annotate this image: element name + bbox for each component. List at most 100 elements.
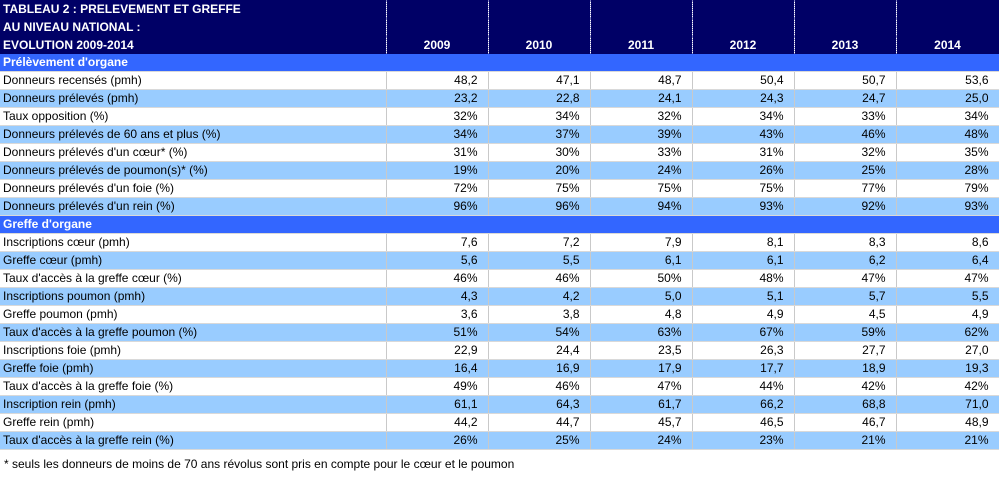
table-row: Donneurs prélevés d'un foie (%) 72% 75% 75%…	[0, 179, 999, 198]
table-cell: 35%	[896, 143, 999, 162]
row-label: Taux d'accès à la greffe foie (%)	[0, 377, 387, 396]
table-cell: 19,3	[896, 359, 999, 378]
row-label: Taux d'accès à la greffe cœur (%)	[0, 269, 387, 288]
table-row: Greffe rein (pmh) 44,2 44,7 45,7 46,5 46,7 48,…	[0, 413, 999, 432]
row-label: Donneurs prélevés d'un rein (%)	[0, 197, 387, 216]
table-cell: 34%	[386, 125, 489, 144]
table-cell: 96%	[386, 197, 489, 216]
table-cell: 33%	[794, 107, 897, 126]
table-cell: 18,9	[794, 359, 897, 378]
table-cell: 27,0	[896, 341, 999, 360]
table-cell: 39%	[590, 125, 693, 144]
row-label: Greffe cœur (pmh)	[0, 251, 387, 270]
table-cell: 33%	[590, 143, 693, 162]
table-title-line-1: TABLEAU 2 : PRELEVEMENT ET GREFFE	[0, 0, 387, 18]
table-cell: 5,5	[488, 251, 591, 270]
table-cell: 26,3	[692, 341, 795, 360]
table-row: Taux d'accès à la greffe rein (%) 26% 25% 2…	[0, 431, 999, 450]
table-cell: 61,7	[590, 395, 693, 414]
table-row: Greffe cœur (pmh) 5,6 5,5 6,1 6,1 6,2 6,4	[0, 251, 999, 270]
row-label: Taux opposition (%)	[0, 107, 387, 126]
table-cell: 46,7	[794, 413, 897, 432]
table-cell: 68,8	[794, 395, 897, 414]
table-cell: 5,5	[896, 287, 999, 306]
year-header: 2011	[590, 36, 693, 54]
table-cell: 7,9	[590, 233, 693, 252]
table-cell: 53,6	[896, 71, 999, 90]
table-cell: 61,1	[386, 395, 489, 414]
table-cell: 24,1	[590, 89, 693, 108]
table-cell: 66,2	[692, 395, 795, 414]
table-cell: 31%	[692, 143, 795, 162]
table-cell: 34%	[692, 107, 795, 126]
row-label: Inscriptions poumon (pmh)	[0, 287, 387, 306]
table-cell: 48,9	[896, 413, 999, 432]
table-cell: 42%	[794, 377, 897, 396]
table-cell: 96%	[488, 197, 591, 216]
table-cell: 47%	[590, 377, 693, 396]
table-cell: 25%	[488, 431, 591, 450]
table-row: Donneurs prélevés d'un rein (%) 96% 96% 94%…	[0, 197, 999, 216]
table-cell: 75%	[590, 179, 693, 198]
section-header-row: Prélèvement d'organe	[0, 54, 999, 72]
table-cell: 75%	[488, 179, 591, 198]
table-cell: 28%	[896, 161, 999, 180]
table-cell: 44,7	[488, 413, 591, 432]
table-cell: 64,3	[488, 395, 591, 414]
section-title: Prélèvement d'organe	[0, 54, 386, 72]
table-row: Donneurs prélevés d'un cœur* (%) 31% 30% 33…	[0, 143, 999, 162]
table-cell: 26%	[386, 431, 489, 450]
table-cell: 46%	[488, 269, 591, 288]
row-label: Inscription rein (pmh)	[0, 395, 387, 414]
table-cell: 25,0	[896, 89, 999, 108]
table-cell: 93%	[896, 197, 999, 216]
table-row: Taux d'accès à la greffe foie (%) 49% 46% 4…	[0, 377, 999, 396]
table-row: Inscription rein (pmh) 61,1 64,3 61,7 66,2 68…	[0, 395, 999, 414]
year-header: 2014	[896, 36, 999, 54]
year-header: 2009	[386, 36, 489, 54]
table-cell: 75%	[692, 179, 795, 198]
table-cell: 8,1	[692, 233, 795, 252]
table-cell: 92%	[794, 197, 897, 216]
table-cell: 48%	[692, 269, 795, 288]
table-cell: 21%	[794, 431, 897, 450]
table-cell: 54%	[488, 323, 591, 342]
title-row-1: TABLEAU 2 : PRELEVEMENT ET GREFFE	[0, 0, 999, 18]
table-cell: 46,5	[692, 413, 795, 432]
table-cell: 46%	[386, 269, 489, 288]
table-cell: 46%	[794, 125, 897, 144]
year-header: 2012	[692, 36, 795, 54]
table-title-line-3: EVOLUTION 2009-2014	[0, 36, 387, 54]
table-cell: 42%	[896, 377, 999, 396]
table-row: Greffe foie (pmh) 16,4 16,9 17,9 17,7 18,9 19,…	[0, 359, 999, 378]
table-cell: 77%	[794, 179, 897, 198]
table-cell: 4,2	[488, 287, 591, 306]
table-cell: 49%	[386, 377, 489, 396]
table-cell: 50,7	[794, 71, 897, 90]
row-label: Donneurs prélevés (pmh)	[0, 89, 387, 108]
table-row: Taux d'accès à la greffe cœur (%) 46% 46% 5…	[0, 269, 999, 288]
table-cell: 62%	[896, 323, 999, 342]
table-cell: 43%	[692, 125, 795, 144]
table-cell: 24,4	[488, 341, 591, 360]
table-cell: 22,8	[488, 89, 591, 108]
table-cell: 72%	[386, 179, 489, 198]
row-label: Greffe foie (pmh)	[0, 359, 387, 378]
table-cell: 6,4	[896, 251, 999, 270]
table-row: Inscriptions foie (pmh) 22,9 24,4 23,5 26,3 2…	[0, 341, 999, 360]
table-cell: 37%	[488, 125, 591, 144]
data-table: TABLEAU 2 : PRELEVEMENT ET GREFFE AU NIV…	[0, 0, 999, 450]
table-cell: 48,2	[386, 71, 489, 90]
table-cell: 24,7	[794, 89, 897, 108]
table-row: Taux opposition (%) 32% 34% 32% 34% 33% 34%	[0, 107, 999, 126]
table-cell: 59%	[794, 323, 897, 342]
table-cell: 17,7	[692, 359, 795, 378]
row-label: Donneurs prélevés de 60 ans et plus (%)	[0, 125, 387, 144]
table-cell: 3,6	[386, 305, 489, 324]
table-cell: 23,5	[590, 341, 693, 360]
table-cell: 4,9	[896, 305, 999, 324]
table-cell: 44%	[692, 377, 795, 396]
table-cell: 23%	[692, 431, 795, 450]
table-cell: 7,2	[488, 233, 591, 252]
row-label: Greffe rein (pmh)	[0, 413, 387, 432]
